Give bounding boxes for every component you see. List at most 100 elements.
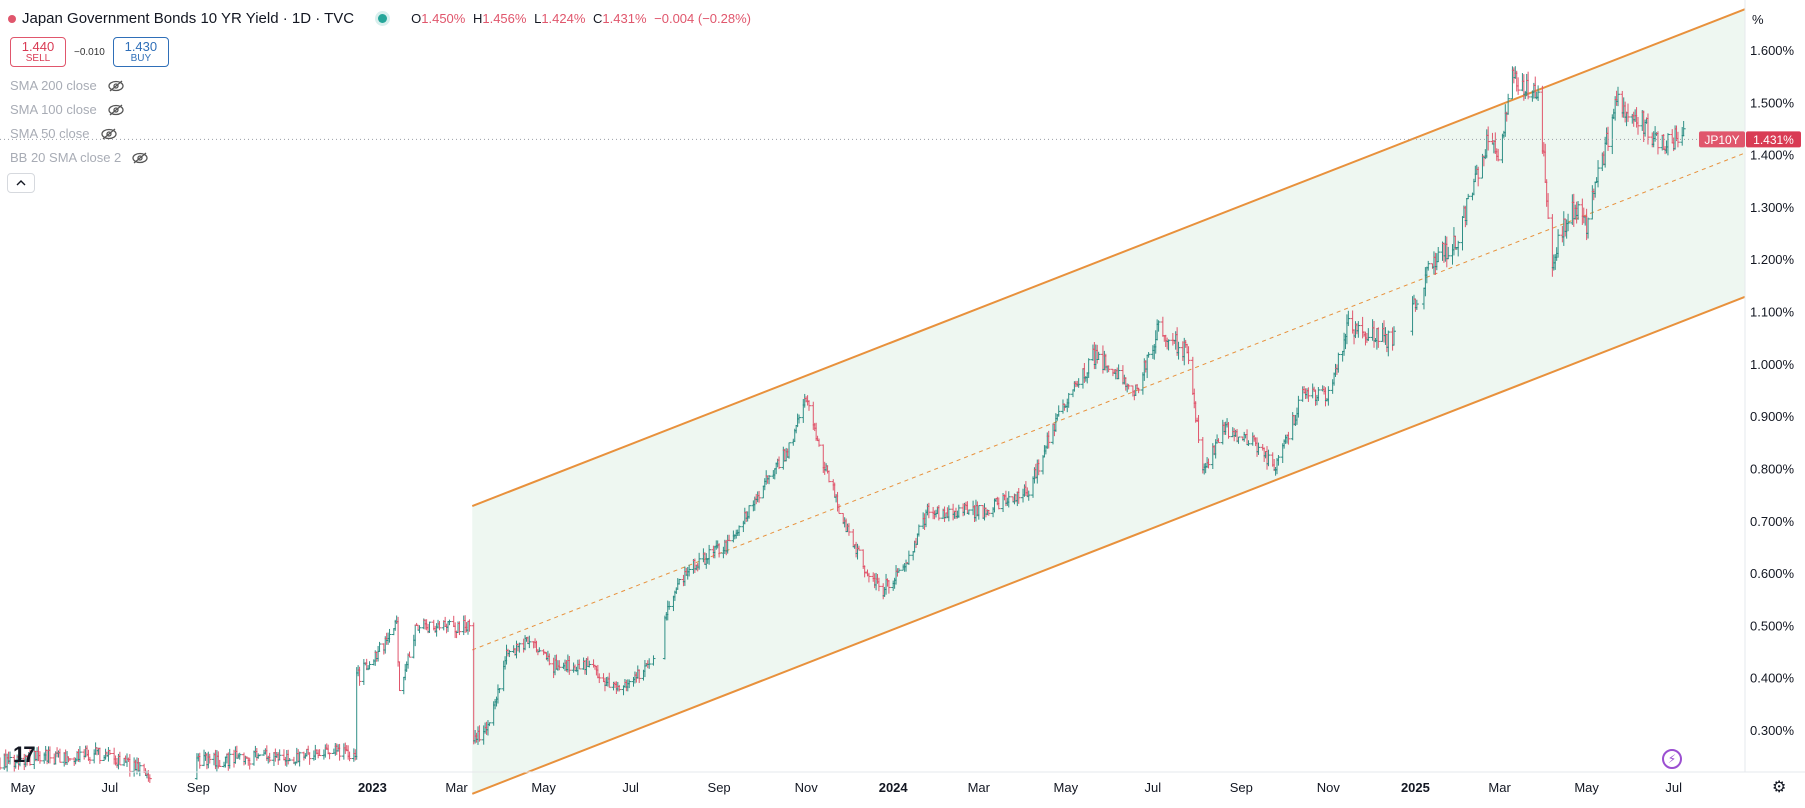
channel-lower-line[interactable]: [471, 295, 1746, 795]
ohlc-bar[interactable]: [47, 746, 52, 764]
ohlc-bar[interactable]: [1276, 455, 1281, 466]
ohlc-bar[interactable]: [996, 497, 1001, 510]
ohlc-bar[interactable]: [1016, 488, 1021, 504]
ohlc-bar[interactable]: [1476, 166, 1481, 187]
ohlc-bar[interactable]: [1026, 490, 1031, 501]
ohlc-bar[interactable]: [1526, 71, 1531, 100]
eye-off-icon[interactable]: [107, 80, 125, 92]
ohlc-bar[interactable]: [1681, 121, 1686, 137]
ohlc-bar[interactable]: [407, 651, 412, 658]
ohlc-bar[interactable]: [651, 655, 656, 666]
ohlc-bar[interactable]: [1166, 339, 1171, 351]
ohlc-bar[interactable]: [357, 666, 362, 686]
ohlc-bar[interactable]: [697, 552, 702, 570]
ohlc-bar[interactable]: [916, 524, 921, 537]
ohlc-bar[interactable]: [267, 752, 272, 763]
ohlc-bar[interactable]: [1006, 491, 1011, 508]
ohlc-bar[interactable]: [427, 621, 432, 633]
ohlc-bar[interactable]: [227, 748, 232, 769]
ohlc-bar[interactable]: [1356, 321, 1361, 338]
ohlc-bar[interactable]: [307, 752, 312, 765]
lightning-icon[interactable]: ⚡: [1662, 749, 1682, 769]
ohlc-bar[interactable]: [1546, 193, 1551, 220]
ohlc-bar[interactable]: [1566, 213, 1571, 232]
ohlc-bar[interactable]: [547, 653, 552, 666]
ohlc-bar[interactable]: [677, 578, 682, 585]
ohlc-bar[interactable]: [1486, 126, 1491, 151]
ohlc-bar[interactable]: [936, 505, 941, 521]
ohlc-bar[interactable]: [1645, 113, 1650, 145]
ohlc-bar[interactable]: [587, 660, 592, 668]
ohlc-bar[interactable]: [737, 525, 742, 537]
eye-off-icon[interactable]: [131, 152, 149, 164]
ohlc-bar[interactable]: [846, 523, 851, 536]
ohlc-bar[interactable]: [317, 749, 322, 757]
ohlc-bar[interactable]: [437, 621, 442, 631]
indicator-bb20[interactable]: BB 20 SMA close 2: [10, 150, 149, 165]
ohlc-bar[interactable]: [1256, 442, 1261, 455]
ohlc-bar[interactable]: [627, 679, 632, 689]
ohlc-bar[interactable]: [207, 753, 212, 764]
ohlc-bar[interactable]: [1316, 387, 1321, 402]
ohlc-bar[interactable]: [1196, 414, 1201, 444]
ohlc-bar[interactable]: [1106, 365, 1111, 373]
ohlc-bar[interactable]: [687, 564, 692, 577]
ohlc-bar[interactable]: [37, 751, 42, 764]
ohlc-bar[interactable]: [1366, 328, 1371, 342]
ohlc-bar[interactable]: [896, 568, 901, 573]
ohlc-bar[interactable]: [1626, 103, 1631, 122]
ohlc-bar[interactable]: [197, 752, 202, 769]
ohlc-bar[interactable]: [217, 759, 222, 767]
ohlc-bar[interactable]: [1146, 352, 1151, 358]
ohlc-bar[interactable]: [1516, 77, 1521, 95]
ohlc-bar[interactable]: [387, 628, 392, 643]
ohlc-bar[interactable]: [1136, 387, 1141, 394]
ohlc-bar[interactable]: [247, 757, 252, 770]
ohlc-bar[interactable]: [1326, 386, 1331, 406]
ohlc-bar[interactable]: [67, 758, 72, 762]
ohlc-bar[interactable]: [577, 659, 582, 670]
ohlc-bar[interactable]: [1046, 430, 1051, 449]
ohlc-bar[interactable]: [1096, 351, 1101, 361]
ohlc-bar[interactable]: [117, 751, 122, 766]
ohlc-bar[interactable]: [976, 505, 981, 520]
ohlc-bar[interactable]: [1635, 116, 1640, 135]
ohlc-bar[interactable]: [1056, 405, 1061, 417]
ohlc-bar[interactable]: [886, 580, 891, 594]
tradingview-logo[interactable]: 17: [13, 742, 36, 768]
ohlc-bar[interactable]: [637, 669, 642, 684]
ohlc-bar[interactable]: [1116, 364, 1121, 380]
ohlc-bar[interactable]: [777, 456, 782, 470]
ohlc-bar[interactable]: [137, 761, 142, 777]
ohlc-bar[interactable]: [417, 625, 422, 634]
ohlc-bar[interactable]: [1376, 327, 1381, 348]
ohlc-bar[interactable]: [1536, 85, 1541, 102]
ohlc-bar[interactable]: [986, 509, 991, 516]
ohlc-bar[interactable]: [87, 756, 92, 765]
ohlc-bar[interactable]: [1266, 449, 1271, 467]
ohlc-bar[interactable]: [1126, 383, 1131, 390]
ohlc-bar[interactable]: [1466, 193, 1471, 200]
ohlc-bar[interactable]: [787, 442, 792, 459]
indicator-sma50[interactable]: SMA 50 close: [10, 126, 118, 141]
ohlc-bar[interactable]: [906, 550, 911, 565]
ohlc-bar[interactable]: [1086, 358, 1091, 379]
ohlc-bar[interactable]: [327, 752, 332, 760]
ohlc-bar[interactable]: [597, 673, 602, 684]
ohlc-bar[interactable]: [1226, 422, 1231, 439]
ohlc-bar[interactable]: [77, 746, 82, 763]
ohlc-bar[interactable]: [1616, 86, 1621, 107]
ohlc-bar[interactable]: [946, 505, 951, 522]
ohlc-bar[interactable]: [1606, 126, 1611, 151]
ohlc-bar[interactable]: [457, 621, 462, 636]
ohlc-bar[interactable]: [27, 749, 32, 766]
ohlc-bar[interactable]: [1392, 326, 1397, 346]
sell-button[interactable]: 1.440 SELL: [10, 37, 66, 67]
ohlc-bar[interactable]: [347, 751, 352, 762]
ohlc-bar[interactable]: [1236, 436, 1241, 444]
ohlc-bar[interactable]: [1506, 93, 1511, 115]
ohlc-bar[interactable]: [1456, 240, 1461, 257]
ohlc-bar[interactable]: [856, 545, 861, 551]
ohlc-bar[interactable]: [667, 601, 672, 610]
